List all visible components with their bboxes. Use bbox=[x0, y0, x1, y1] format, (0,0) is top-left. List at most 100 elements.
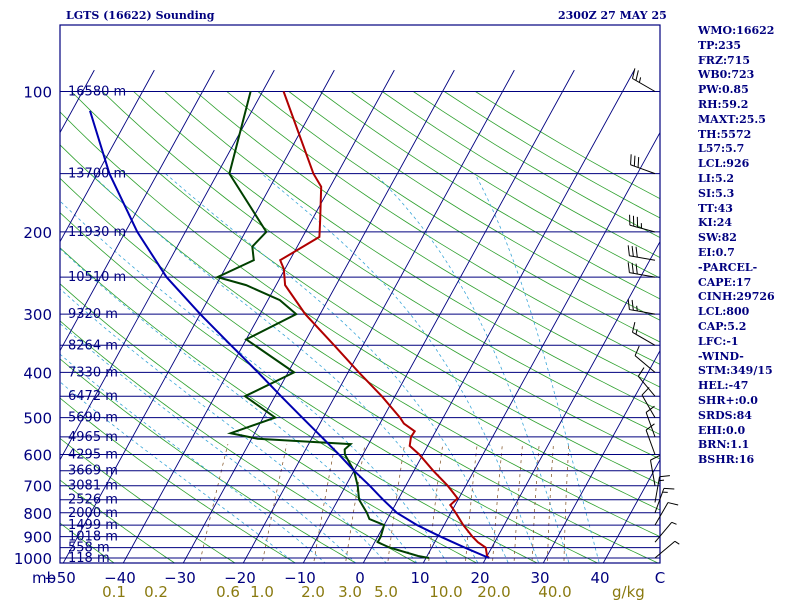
dry-adiabat-line bbox=[257, 91, 660, 343]
dry-adiabat-line bbox=[60, 320, 418, 563]
dry-adiabat-line bbox=[226, 91, 660, 365]
index-item: BRN:1.1 bbox=[698, 438, 750, 452]
wind-barb bbox=[654, 502, 679, 526]
index-item: BSHR:16 bbox=[698, 453, 755, 467]
wind-barb-shaft bbox=[632, 78, 656, 92]
wind-barb-flag bbox=[634, 345, 640, 356]
dry-adiabat-line bbox=[195, 91, 660, 388]
isotherm-line bbox=[302, 69, 575, 563]
wind-barb-shaft bbox=[634, 355, 656, 373]
height-label: 558 m bbox=[68, 541, 110, 556]
index-item: MAXT:25.5 bbox=[698, 112, 766, 126]
height-label: 9320 m bbox=[68, 307, 118, 322]
mixing-ratio-label: 3.0 bbox=[338, 583, 362, 600]
wind-barb-flag bbox=[635, 70, 639, 81]
height-label: 5690 m bbox=[68, 411, 118, 426]
height-label: 4965 m bbox=[68, 430, 118, 445]
wind-barb bbox=[654, 521, 677, 543]
height-label: 1018 m bbox=[68, 530, 118, 545]
wind-barb-flag bbox=[630, 154, 632, 165]
wind-barb-half-flag bbox=[638, 77, 642, 83]
height-label: 8264 m bbox=[68, 338, 118, 353]
wind-barb bbox=[654, 487, 675, 513]
height-label: 10510 m bbox=[68, 270, 126, 285]
pressure-unit-label: mb bbox=[32, 569, 56, 587]
index-item: EI:0.7 bbox=[698, 245, 735, 259]
wind-barb bbox=[627, 262, 656, 278]
mixing-ratio-label: 1.0 bbox=[250, 583, 274, 600]
index-item: -WIND- bbox=[698, 349, 744, 363]
mixing-ratio-label: 10.0 bbox=[429, 583, 462, 600]
isotherm-line bbox=[482, 240, 660, 563]
mixing-ratio-label: 5.0 bbox=[374, 583, 398, 600]
index-item: KI:24 bbox=[698, 216, 733, 230]
index-item: SHR+:0.0 bbox=[698, 393, 758, 407]
plot-frame bbox=[59, 24, 661, 564]
wind-barb-shaft bbox=[654, 488, 665, 513]
index-item: TP:235 bbox=[698, 38, 742, 52]
temperature-tick-label: C bbox=[655, 569, 665, 587]
wind-barb-shaft bbox=[629, 255, 656, 261]
wind-barb-flag bbox=[631, 299, 634, 311]
index-item: -PARCEL- bbox=[698, 260, 758, 274]
pressure-tick-label: 800 bbox=[23, 505, 52, 523]
index-item: WMO:16622 bbox=[698, 24, 775, 37]
wind-barb-half-flag bbox=[671, 521, 677, 525]
grid-layer bbox=[60, 69, 660, 563]
mixing-ratio-line bbox=[492, 444, 503, 563]
pressure-tick-label: 100 bbox=[23, 84, 52, 102]
isotherm-line bbox=[122, 69, 395, 563]
isotherm-line bbox=[362, 69, 635, 563]
chart-title: LGTS (16622) Sounding bbox=[66, 9, 215, 22]
isotherm-line bbox=[182, 69, 455, 563]
dry-adiabat-line bbox=[60, 358, 357, 563]
wind-barb-shaft bbox=[630, 164, 656, 175]
wind-barb-half-flag bbox=[636, 305, 638, 312]
wind-barb-flag bbox=[627, 262, 630, 273]
wind-barb-half-flag bbox=[674, 540, 680, 545]
wind-barb-shaft bbox=[632, 331, 656, 346]
dry-adiabat-line bbox=[60, 522, 115, 563]
wind-barb-shaft bbox=[641, 394, 656, 418]
mixing-ratio-line bbox=[261, 444, 288, 563]
wind-barb bbox=[634, 345, 656, 373]
height-label: 1499 m bbox=[68, 518, 118, 533]
index-item: CINH:29726 bbox=[698, 290, 775, 304]
height-label: 118 m bbox=[68, 551, 110, 566]
dry-adiabat-line bbox=[102, 91, 660, 460]
pressure-tick-label: 500 bbox=[23, 410, 52, 428]
index-item: CAPE:17 bbox=[698, 275, 752, 289]
dry-adiabat-line bbox=[288, 91, 660, 321]
index-item: EHI:0.0 bbox=[698, 423, 746, 437]
wind-barb-column bbox=[627, 68, 680, 559]
index-item: FRZ:715 bbox=[698, 53, 751, 67]
temperature-tick-label: −40 bbox=[104, 569, 136, 587]
wind-barb-flag bbox=[659, 475, 670, 478]
dry-adiabat-line bbox=[60, 212, 599, 563]
height-label: 3081 m bbox=[68, 479, 118, 494]
wind-barb-flag bbox=[631, 68, 636, 79]
dry-adiabat-line bbox=[60, 111, 660, 511]
wind-barb-flag bbox=[637, 157, 640, 168]
wind-barb bbox=[631, 322, 656, 346]
curve-layer bbox=[89, 91, 490, 559]
pressure-tick-label: 600 bbox=[23, 447, 52, 465]
temperature-tick-label: −10 bbox=[284, 569, 316, 587]
mixing-ratio-line bbox=[531, 444, 540, 563]
pressure-tick-label: 200 bbox=[23, 224, 52, 242]
mixing-ratio-label: 20.0 bbox=[477, 583, 510, 600]
isotherm-line bbox=[602, 458, 660, 563]
pressure-tick-label: 300 bbox=[23, 306, 52, 324]
dry-adiabat-line bbox=[60, 247, 538, 563]
mixing-ratio-label: 0.1 bbox=[102, 583, 126, 600]
index-item: SI:5.3 bbox=[698, 186, 735, 200]
moist-adiabat-line bbox=[60, 323, 357, 563]
index-item: HEL:-47 bbox=[698, 379, 749, 393]
isotherm-line bbox=[62, 69, 335, 563]
wind-barb-flag bbox=[650, 454, 661, 461]
mixing-ratio-label: 40.0 bbox=[538, 583, 571, 600]
index-item: TT:43 bbox=[698, 201, 733, 215]
moist-adiabat-line bbox=[90, 173, 479, 563]
wind-barb-flag bbox=[645, 405, 655, 413]
wind-barb-shaft bbox=[654, 502, 669, 526]
